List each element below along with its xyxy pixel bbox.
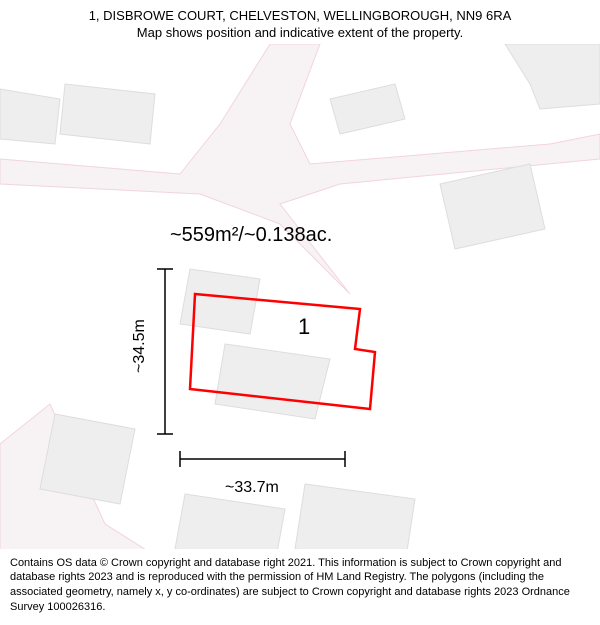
map-container: ~559m²/~0.138ac. 1 ~34.5m ~33.7m: [0, 44, 600, 549]
map-svg: [0, 44, 600, 549]
property-number: 1: [298, 314, 310, 340]
subtitle: Map shows position and indicative extent…: [10, 25, 590, 40]
address: 1, DISBROWE COURT, CHELVESTON, WELLINGBO…: [10, 8, 590, 23]
header: 1, DISBROWE COURT, CHELVESTON, WELLINGBO…: [0, 0, 600, 44]
footer-copyright: Contains OS data © Crown copyright and d…: [0, 550, 600, 625]
area-label: ~559m²/~0.138ac.: [170, 224, 332, 247]
width-dimension-label: ~33.7m: [225, 479, 279, 497]
height-dimension-label: ~34.5m: [131, 319, 149, 373]
